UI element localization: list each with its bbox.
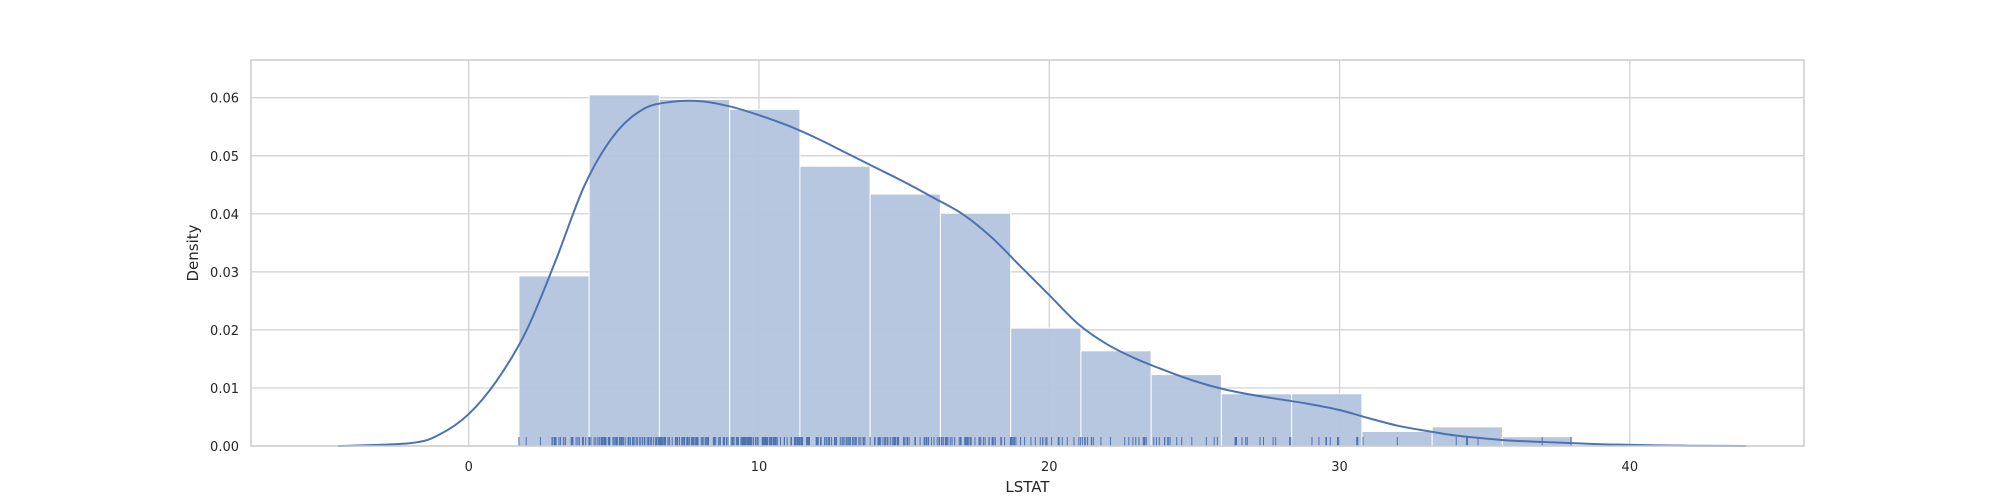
histogram-bar <box>1220 393 1293 447</box>
histogram-bar <box>939 212 1012 447</box>
tick-labels: 0 10 20 30 40 0.00 0.01 0.02 0.03 0.04 0.05 0.06 <box>210 92 1638 475</box>
x-tick-label: 0 <box>465 460 473 475</box>
x-tick-label: 20 <box>1041 460 1058 475</box>
histogram-bar <box>1080 350 1152 447</box>
y-tick-label: 0.01 <box>210 382 239 397</box>
x-axis-label: LSTAT <box>1005 478 1050 496</box>
y-tick-label: 0.00 <box>210 440 239 455</box>
kde-line <box>338 99 1746 447</box>
histogram-bar <box>799 165 871 447</box>
histogram-bar <box>518 275 590 447</box>
y-tick-label: 0.03 <box>210 266 239 281</box>
y-tick-label: 0.05 <box>210 150 239 165</box>
histogram-bar <box>588 94 660 447</box>
x-tick-label: 40 <box>1622 460 1639 475</box>
histogram-bar <box>729 108 801 447</box>
histogram-bar <box>1010 327 1082 447</box>
y-tick-label: 0.06 <box>210 92 239 107</box>
y-tick-label: 0.04 <box>210 208 239 223</box>
histogram-bar <box>658 98 731 447</box>
rug-marks <box>518 437 1572 446</box>
histogram-bar <box>869 193 941 447</box>
histogram-bars <box>518 94 1574 447</box>
y-axis-label: Density <box>184 224 202 281</box>
x-tick-label: 30 <box>1331 460 1348 475</box>
x-tick-label: 10 <box>751 460 768 475</box>
y-tick-label: 0.02 <box>210 324 239 339</box>
plot-frame <box>250 59 1805 447</box>
